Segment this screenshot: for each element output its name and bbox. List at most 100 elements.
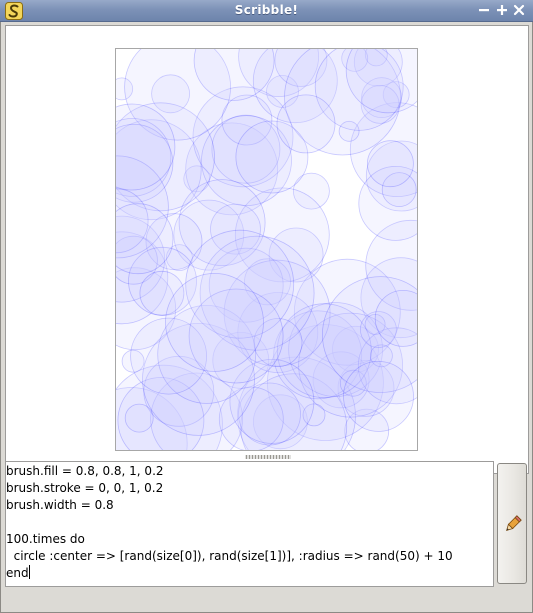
- drawn-circle: [208, 247, 284, 323]
- drawn-circle: [343, 360, 414, 432]
- drawn-circle: [339, 369, 367, 397]
- drawn-circle: [284, 49, 401, 156]
- drawn-circle: [240, 373, 348, 450]
- minimize-icon[interactable]: [476, 2, 492, 18]
- drawn-circle: [116, 155, 169, 259]
- drawn-circle: [116, 231, 169, 325]
- drawn-circle: [223, 259, 331, 367]
- drawn-circle: [143, 355, 215, 427]
- drawn-circle: [276, 94, 336, 154]
- code-line: brush.stroke = 0, 0, 1, 0.2: [6, 481, 164, 495]
- drawn-circle: [124, 403, 154, 433]
- drawn-circle: [253, 318, 303, 367]
- drawn-circle: [116, 188, 149, 254]
- pencil-icon: [503, 514, 523, 534]
- scribble-canvas[interactable]: [115, 48, 418, 451]
- drawn-circle: [273, 310, 363, 400]
- drawn-circle: [365, 140, 417, 212]
- drawn-circle: [252, 49, 338, 124]
- scribble-app-icon[interactable]: [5, 2, 23, 20]
- drawn-circle: [369, 344, 393, 368]
- drawn-circle: [130, 317, 207, 395]
- drawn-circle: [252, 394, 308, 450]
- drawn-circle: [365, 219, 417, 311]
- drawn-circle: [360, 85, 400, 124]
- window-frame: brush.fill = 0.8, 0.8, 1, 0.2 brush.stro…: [0, 22, 533, 613]
- code-editor[interactable]: brush.fill = 0.8, 0.8, 1, 0.2 brush.stro…: [5, 461, 494, 587]
- code-line: 100.times do: [6, 532, 85, 546]
- code-line: brush.fill = 0.8, 0.8, 1, 0.2: [6, 464, 164, 478]
- drawn-circle: [359, 311, 397, 348]
- drawn-circle: [116, 203, 174, 275]
- drawn-circle: [218, 386, 284, 450]
- drawn-circle: [116, 387, 188, 450]
- drawn-circle: [274, 49, 328, 87]
- drawn-circle: [360, 257, 417, 339]
- drawn-circle: [116, 103, 176, 191]
- drawn-circle: [293, 258, 401, 366]
- drawn-circle: [229, 358, 315, 444]
- drawn-circle: [188, 288, 284, 384]
- close-icon[interactable]: [511, 2, 527, 18]
- drawn-circle: [166, 244, 193, 272]
- drawn-circle: [116, 235, 158, 285]
- title-bar[interactable]: Scribble!: [0, 0, 533, 22]
- drawn-circle: [238, 382, 301, 446]
- draw-button[interactable]: [497, 463, 527, 584]
- circle-drawing: [116, 49, 417, 450]
- drawn-circle: [116, 267, 177, 351]
- drawn-circle: [165, 272, 264, 372]
- drawn-circle: [344, 408, 390, 450]
- maximize-icon[interactable]: [494, 2, 510, 18]
- drawn-circle: [128, 246, 197, 316]
- drawn-circle: [345, 49, 417, 114]
- code-line: end: [6, 566, 29, 580]
- drawn-circle: [185, 229, 295, 339]
- drawn-circle: [145, 213, 203, 271]
- drawn-circle: [288, 302, 384, 397]
- drawn-circle: [201, 115, 292, 206]
- drawn-circle: [212, 331, 270, 389]
- drawn-circle: [332, 325, 379, 373]
- drawn-circle: [382, 81, 410, 108]
- drawn-circle: [266, 324, 384, 442]
- drawn-circle: [116, 123, 174, 203]
- drawn-circle: [314, 49, 404, 131]
- drawn-circle: [357, 327, 417, 405]
- drawn-circle: [358, 166, 417, 241]
- drawn-circle: [117, 377, 205, 450]
- drawn-circle: [322, 276, 417, 393]
- drawn-circle: [237, 356, 356, 450]
- drawn-circle: [221, 94, 273, 146]
- splitter-grip-icon: [245, 455, 291, 459]
- drawn-circle: [116, 215, 166, 303]
- drawn-circle: [266, 75, 299, 108]
- drawn-circle: [381, 172, 417, 208]
- code-line: brush.width = 0.8: [6, 498, 114, 512]
- drawn-circle: [374, 290, 417, 347]
- drawn-circle: [276, 303, 372, 399]
- window-title: Scribble!: [234, 3, 299, 17]
- drawn-circle: [192, 86, 294, 188]
- drawn-circle: [337, 359, 395, 417]
- drawn-circle: [338, 120, 360, 142]
- drawn-circle: [210, 203, 261, 255]
- drawn-circle: [235, 120, 309, 194]
- drawn-circle: [116, 119, 202, 221]
- drawing-pane: [5, 25, 529, 474]
- drawn-circle: [353, 49, 403, 87]
- code-line: circle :center => [rand(size[0]), rand(s…: [6, 549, 453, 563]
- drawn-circle: [150, 372, 243, 450]
- drawn-circle: [121, 349, 145, 373]
- drawn-circle: [116, 77, 134, 101]
- drawn-circle: [139, 270, 185, 316]
- text-caret: [28, 565, 30, 579]
- drawn-circle: [341, 49, 369, 72]
- drawn-circle: [185, 122, 279, 216]
- pane-splitter[interactable]: [5, 453, 529, 461]
- drawn-circle: [237, 292, 319, 373]
- drawn-circle: [116, 102, 215, 212]
- code-line-last: end: [6, 565, 30, 581]
- drawn-circle: [157, 304, 257, 404]
- drawn-circle: [298, 312, 404, 418]
